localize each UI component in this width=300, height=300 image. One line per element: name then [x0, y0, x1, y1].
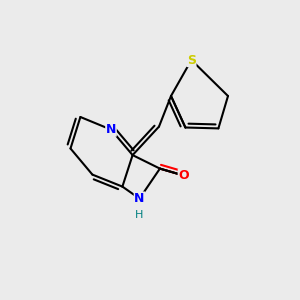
- Text: H: H: [135, 210, 144, 220]
- Text: O: O: [178, 169, 189, 182]
- Text: N: N: [134, 192, 145, 205]
- Text: S: S: [187, 53, 196, 67]
- Text: N: N: [106, 123, 116, 136]
